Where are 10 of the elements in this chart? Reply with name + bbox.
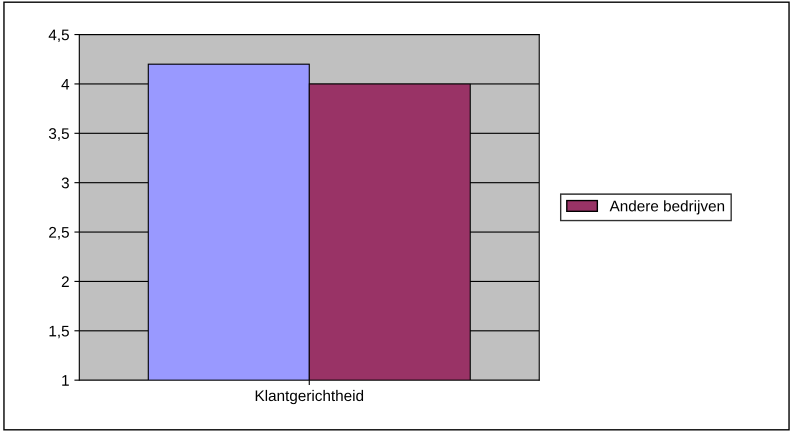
x-tick-label: Klantgerichtheid [256, 390, 364, 404]
legend-label: Andere bedrijven [610, 200, 724, 214]
y-tick-label: 3,5 [48, 128, 69, 141]
y-tick-label: 1 [62, 375, 69, 386]
y-tick-label: 2,5 [49, 226, 69, 240]
y-tick-label: 4 [61, 78, 70, 90]
y-tick-label: 3 [62, 178, 69, 188]
y-tick-label: 1,5 [50, 326, 69, 338]
y-tick-label: 2 [62, 276, 69, 287]
y-tick-label: 4,5 [48, 30, 69, 42]
